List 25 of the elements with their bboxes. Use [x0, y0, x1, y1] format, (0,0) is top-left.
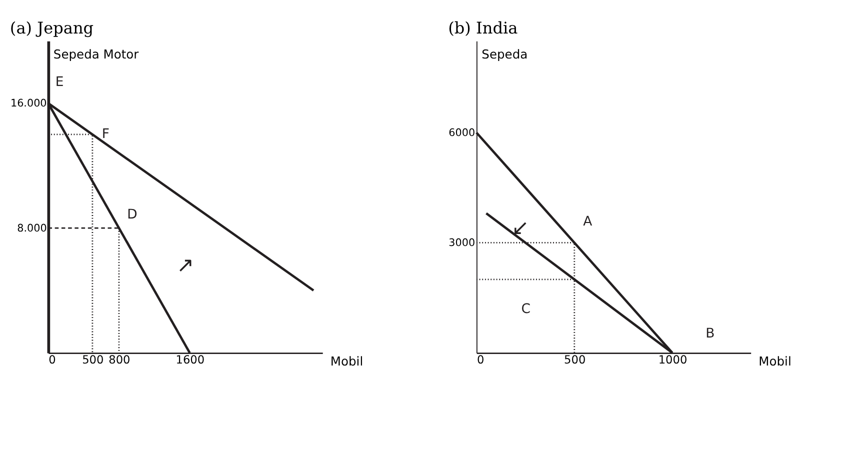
chart-title: (b) India — [448, 18, 518, 38]
annotation: F — [102, 127, 110, 142]
annotation: C — [521, 302, 530, 317]
x-tick-label: 500 — [82, 352, 104, 367]
y-tick-label: 16.000 — [10, 98, 47, 110]
y-axis-title: Sepeda Motor — [53, 47, 140, 62]
annotation: A — [583, 214, 592, 230]
x-axis-title: Mobil — [758, 354, 792, 369]
chart-title: (a) Jepang — [10, 18, 94, 38]
x-tick-label: 1000 — [658, 352, 688, 367]
annotation: E — [55, 75, 64, 90]
y-tick-label: 8.000 — [17, 222, 47, 234]
y-tick-label: 3000 — [448, 237, 476, 250]
annotation: ↗ — [176, 253, 194, 278]
annotation: ↙ — [512, 216, 530, 240]
y-tick-label: 6000 — [448, 126, 476, 139]
x-tick-label: 800 — [108, 352, 130, 367]
x-tick-label: 0 — [476, 352, 484, 367]
annotation: B — [706, 326, 715, 342]
x-tick-label: 500 — [564, 352, 586, 367]
y-axis-title: Sepeda — [482, 47, 528, 62]
x-axis-title: Mobil — [330, 354, 364, 369]
annotation: D — [127, 208, 138, 223]
x-tick-label: 0 — [48, 352, 56, 367]
x-tick-label: 1600 — [176, 352, 205, 367]
